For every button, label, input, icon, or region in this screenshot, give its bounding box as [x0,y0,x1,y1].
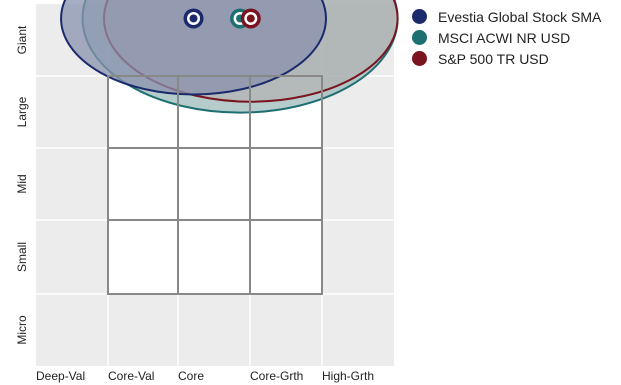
data-point-0-core [190,14,198,22]
legend-label: MSCI ACWI NR USD [438,30,570,46]
legend-item-msci: MSCI ACWI NR USD [412,27,601,48]
legend-swatch-evestia [412,9,427,24]
legend-label: Evestia Global Stock SMA [438,9,601,25]
legend: Evestia Global Stock SMA MSCI ACWI NR US… [412,6,601,69]
y-tick-label: Giant [15,25,29,54]
x-tick-label: Core-Grth [250,369,303,383]
legend-item-sp500: S&P 500 TR USD [412,48,601,69]
legend-swatch-sp500 [412,51,427,66]
x-tick-label: Core [178,369,204,383]
y-tick-label: Micro [15,315,29,345]
y-tick-label: Large [15,96,29,127]
legend-swatch-msci [412,30,427,45]
x-tick-label: High-Grth [322,369,374,383]
legend-item-evestia: Evestia Global Stock SMA [412,6,601,27]
y-tick-label: Small [15,242,29,272]
data-point-2-core [247,14,255,22]
y-tick-label: Mid [15,174,29,193]
legend-label: S&P 500 TR USD [438,51,549,67]
x-tick-label: Core-Val [108,369,154,383]
x-tick-label: Deep-Val [36,369,85,383]
